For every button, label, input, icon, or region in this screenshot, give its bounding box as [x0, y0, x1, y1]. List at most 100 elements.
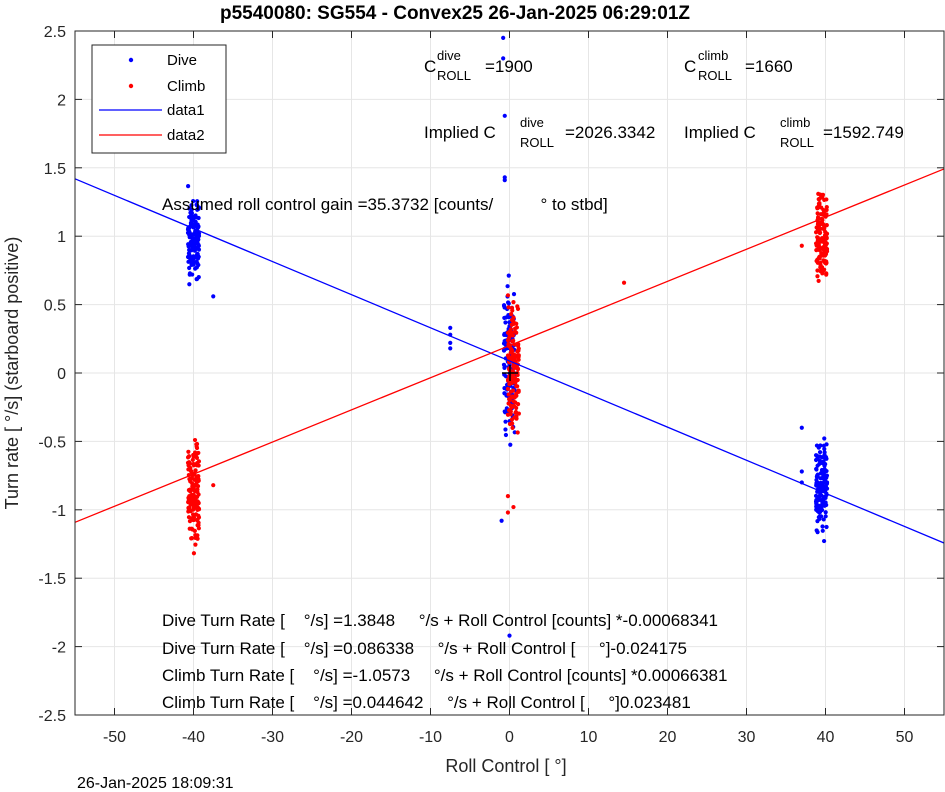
climb-point	[824, 231, 830, 236]
climb-point	[815, 268, 820, 273]
dive-point	[189, 260, 194, 265]
climb-point	[507, 382, 512, 387]
c-roll-dive-annotation: C dive ROLL =1900	[424, 48, 533, 83]
dive-point	[186, 184, 191, 189]
climb-point	[822, 226, 827, 232]
climb-point	[509, 347, 514, 352]
dive-point	[824, 473, 830, 478]
dive-point	[502, 113, 507, 118]
climb-point	[190, 484, 195, 489]
climb-point	[195, 499, 200, 504]
climb-point	[506, 355, 511, 360]
dive-point	[190, 239, 195, 244]
climb-point	[186, 454, 192, 459]
y-tick-label: 0	[57, 366, 66, 383]
dive-point	[501, 303, 507, 308]
svg-text:=1592.749: =1592.749	[823, 123, 904, 142]
x-axis-label: Roll Control [ °]	[445, 756, 566, 776]
dive-point	[821, 517, 826, 522]
dive-point	[186, 242, 191, 247]
climb-point	[189, 469, 194, 474]
legend-box	[91, 44, 227, 154]
dive-point	[448, 340, 453, 346]
climb-point	[514, 354, 519, 360]
climb-point	[188, 479, 193, 484]
dive-point	[821, 480, 826, 486]
climb-point	[186, 449, 191, 454]
dive-point	[189, 248, 194, 253]
dive-point	[823, 510, 828, 515]
svg-text:climb: climb	[698, 48, 728, 63]
dive-point	[814, 501, 819, 506]
fit-equations: Dive Turn Rate [ °/s] =1.3848 °/s + Roll…	[162, 611, 727, 712]
fit-equation: Dive Turn Rate [ °/s] =1.3848 °/s + Roll…	[162, 611, 718, 630]
climb-point	[509, 317, 515, 323]
climb-point	[514, 405, 519, 411]
y-tick-label: -2.5	[38, 708, 66, 725]
dive-point	[187, 265, 192, 271]
climb-point	[824, 259, 829, 264]
climb-point	[511, 374, 516, 380]
dive-point	[823, 487, 828, 492]
dive-point	[503, 320, 508, 325]
implied-dive-annotation: Implied C dive ROLL =2026.3342	[424, 115, 655, 150]
dive-point	[195, 261, 200, 266]
dive-point	[814, 467, 819, 472]
climb-point	[799, 243, 804, 248]
climb-point	[193, 468, 198, 473]
dive-point	[824, 524, 829, 530]
y-axis-label: Turn rate [ °/s] (starboard positive)	[2, 237, 22, 510]
climb-point	[507, 397, 512, 403]
climb-point	[194, 474, 199, 479]
legend: Dive Climb data1 data2	[91, 44, 227, 154]
legend-marker-dive	[128, 57, 134, 63]
dive-point	[817, 505, 822, 510]
climb-point	[817, 230, 823, 235]
x-tick-label: -40	[182, 729, 205, 746]
climb-point	[185, 460, 191, 465]
dive-point	[189, 217, 194, 222]
dive-point	[821, 538, 827, 544]
climb-point	[189, 496, 194, 501]
climb-point	[190, 457, 195, 463]
climb-point	[818, 262, 823, 268]
climb-point	[512, 365, 517, 371]
dive-point	[501, 341, 507, 346]
fit-line-data2	[74, 168, 945, 523]
climb-point	[509, 405, 514, 410]
climb-point	[516, 357, 521, 362]
dive-point	[501, 35, 506, 40]
dive-point	[192, 248, 198, 253]
climb-point	[187, 526, 192, 531]
climb-point	[193, 503, 198, 508]
climb-point	[513, 380, 518, 385]
svg-text:ROLL: ROLL	[437, 68, 471, 83]
implied-climb-annotation: Implied C climb ROLL =1592.749	[684, 115, 904, 150]
climb-point	[822, 222, 827, 228]
climb-point	[822, 249, 828, 254]
dive-point	[448, 325, 453, 330]
dive-point	[196, 274, 201, 280]
dive-point	[821, 495, 826, 500]
climb-point	[821, 212, 826, 217]
dive-point	[817, 483, 823, 488]
c-roll-climb-annotation: C climb ROLL =1660	[684, 48, 793, 83]
climb-point	[814, 258, 819, 264]
climb-point	[196, 478, 201, 483]
climb-point	[211, 483, 216, 488]
dive-point	[799, 469, 804, 474]
svg-text:dive: dive	[437, 48, 461, 63]
dive-point	[820, 524, 825, 529]
climb-point	[824, 271, 829, 276]
dive-point	[822, 503, 827, 508]
climb-point	[824, 236, 829, 241]
fit-equation: Climb Turn Rate [ °/s] =-1.0573 °/s + Ro…	[162, 666, 727, 685]
dive-point	[503, 427, 508, 432]
climb-point	[513, 400, 518, 405]
climb-point	[191, 506, 196, 511]
legend-label-dive: Dive	[167, 52, 197, 69]
climb-point	[196, 515, 202, 520]
climb-point	[515, 430, 520, 435]
climb-point	[505, 494, 511, 499]
